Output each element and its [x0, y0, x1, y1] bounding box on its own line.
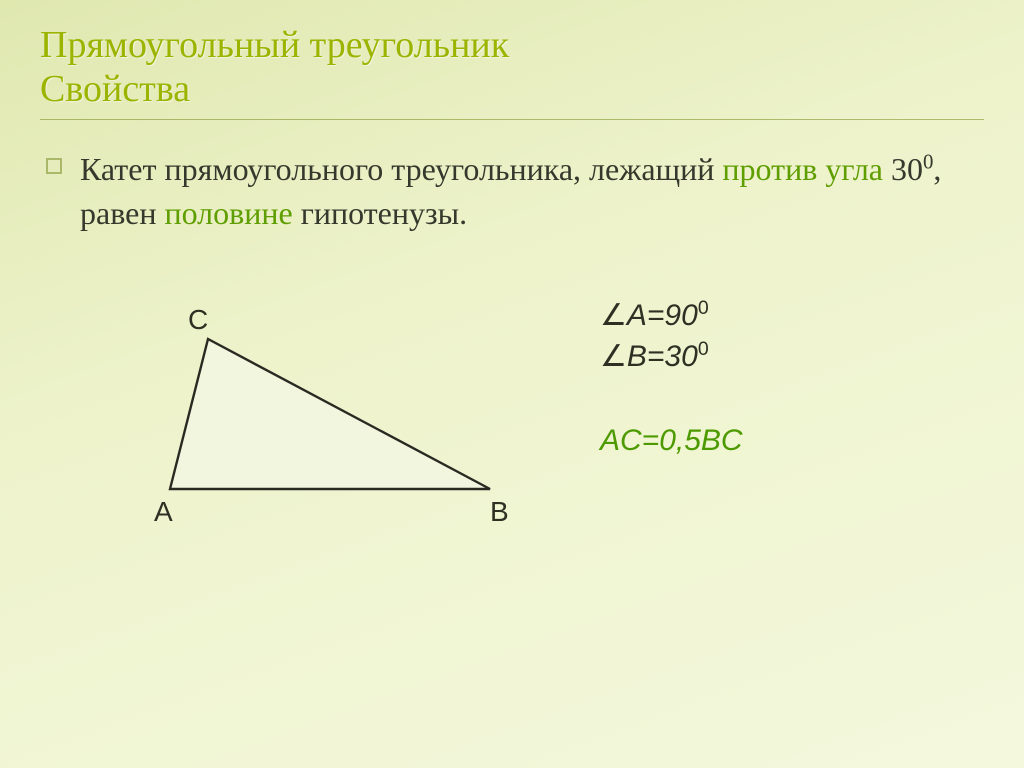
vertex-label-C: C — [188, 304, 208, 335]
title-rule — [40, 119, 984, 120]
eq2-lhs: B=30 — [627, 340, 698, 373]
vertex-label-B: B — [490, 496, 509, 527]
vertex-label-A: A — [154, 496, 173, 527]
figure-col: A B C — [40, 269, 600, 549]
bullet-icon — [46, 158, 62, 174]
bullet-pre: Катет прямоугольного треугольника, лежащ… — [80, 151, 722, 187]
title-block: Прямоугольный треугольник Свойства — [40, 24, 984, 111]
angle-glyph-1: ∠ — [600, 299, 627, 332]
bullet-text: Катет прямоугольного треугольника, лежащ… — [80, 148, 984, 234]
bullet-row: Катет прямоугольного треугольника, лежащ… — [46, 148, 984, 234]
triangle-shape — [170, 339, 490, 489]
title-line-2: Свойства — [40, 68, 984, 112]
bullet-kw2: половине — [164, 195, 292, 231]
bullet-mid: 30 — [883, 151, 923, 187]
bullet-kw1: против угла — [722, 151, 883, 187]
eq1-sup: 0 — [698, 297, 709, 319]
triangle-svg: A B C — [90, 289, 550, 549]
eq2-sup: 0 — [698, 338, 709, 360]
eq1-lhs: A=90 — [627, 299, 698, 332]
eq-result: AC=0,5BC — [600, 424, 984, 458]
bullet-sup1: 0 — [923, 151, 933, 174]
angle-glyph-2: ∠ — [600, 340, 627, 373]
title-line-1: Прямоугольный треугольник — [40, 24, 984, 68]
content-row: A B C ∠A=900 ∠B=300 AC=0,5BC — [40, 269, 984, 549]
bullet-post: гипотенузы. — [293, 195, 467, 231]
eq-angle-B: ∠B=300 — [600, 336, 984, 378]
equations-col: ∠A=900 ∠B=300 AC=0,5BC — [600, 269, 984, 458]
slide: Прямоугольный треугольник Свойства Катет… — [0, 0, 1024, 768]
eq-angle-A: ∠A=900 — [600, 295, 984, 337]
